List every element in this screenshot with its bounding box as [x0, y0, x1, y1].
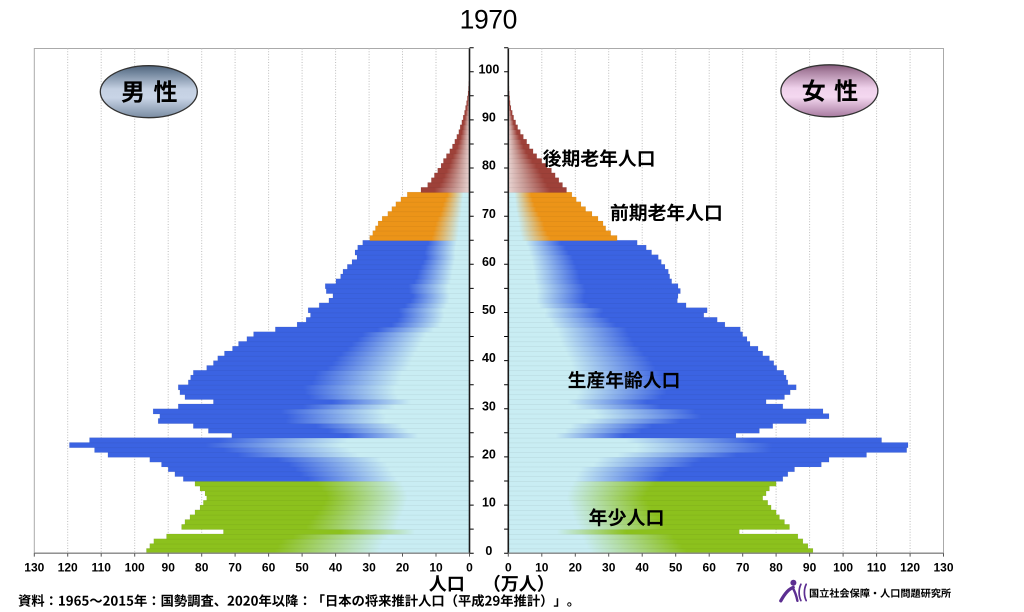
svg-text:0: 0: [485, 544, 492, 558]
svg-text:90: 90: [162, 561, 176, 575]
svg-text:130: 130: [933, 561, 953, 575]
svg-text:40: 40: [636, 561, 650, 575]
svg-text:60: 60: [482, 255, 496, 269]
svg-text:30: 30: [362, 561, 376, 575]
svg-text:80: 80: [195, 561, 209, 575]
svg-text:120: 120: [58, 561, 78, 575]
svg-text:120: 120: [900, 561, 920, 575]
svg-text:30: 30: [482, 399, 496, 413]
svg-text:50: 50: [295, 561, 309, 575]
svg-text:20: 20: [482, 448, 496, 462]
svg-text:110: 110: [867, 561, 887, 575]
svg-text:10: 10: [429, 561, 443, 575]
svg-text:80: 80: [769, 561, 783, 575]
svg-text:50: 50: [482, 303, 496, 317]
svg-text:10: 10: [535, 561, 549, 575]
svg-text:60: 60: [262, 561, 276, 575]
svg-text:0: 0: [505, 561, 512, 575]
svg-text:70: 70: [736, 561, 750, 575]
svg-text:40: 40: [482, 351, 496, 365]
svg-text:100: 100: [833, 561, 853, 575]
svg-text:90: 90: [482, 111, 496, 125]
svg-text:0: 0: [466, 561, 473, 575]
svg-text:80: 80: [482, 159, 496, 173]
svg-text:110: 110: [92, 561, 112, 575]
svg-text:30: 30: [602, 561, 616, 575]
svg-text:60: 60: [703, 561, 717, 575]
svg-text:50: 50: [669, 561, 683, 575]
svg-text:100: 100: [125, 561, 145, 575]
svg-text:70: 70: [228, 561, 242, 575]
svg-text:70: 70: [482, 207, 496, 221]
svg-text:1970: 1970: [460, 5, 517, 35]
svg-text:20: 20: [396, 561, 410, 575]
svg-text:100: 100: [478, 62, 499, 76]
svg-text:40: 40: [329, 561, 343, 575]
svg-text:130: 130: [24, 561, 44, 575]
svg-text:90: 90: [803, 561, 817, 575]
svg-text:10: 10: [482, 496, 496, 510]
svg-text:20: 20: [569, 561, 583, 575]
